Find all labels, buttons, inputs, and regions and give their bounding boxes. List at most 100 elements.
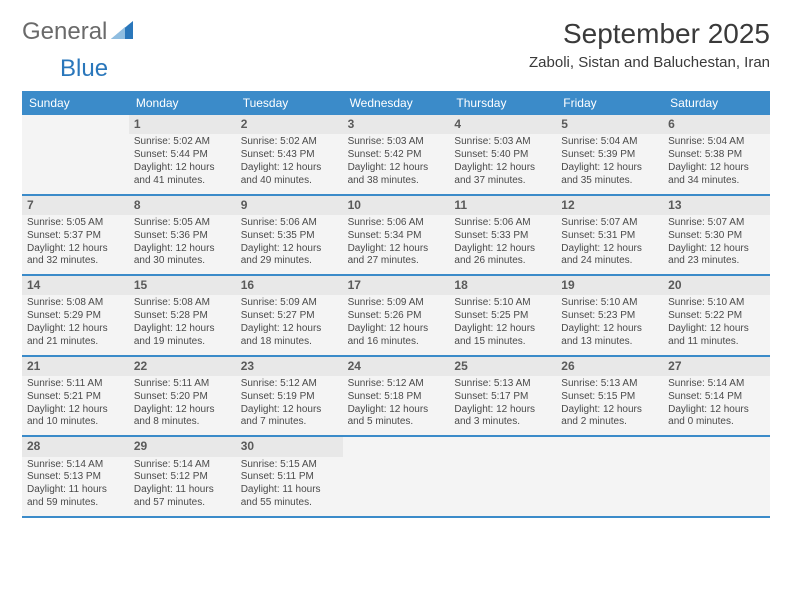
daylight-line: Daylight: 12 hours and 38 minutes. [348,162,445,188]
week-row: 7Sunrise: 5:05 AMSunset: 5:37 PMDaylight… [22,196,770,277]
sunset-line: Sunset: 5:28 PM [134,310,231,323]
day-number: 5 [556,115,663,134]
day-number: 30 [236,437,343,456]
calendar: Sunday Monday Tuesday Wednesday Thursday… [22,91,770,518]
sunrise-line: Sunrise: 5:09 AM [241,297,338,310]
day-number: 2 [236,115,343,134]
page-title: September 2025 [529,18,770,50]
day-cell: 18 Sunrise: 5:10 AMSunset: 5:25 PMDayligh… [449,276,556,355]
sunset-line: Sunset: 5:40 PM [454,149,551,162]
sunrise-line: Sunrise: 5:06 AM [454,217,551,230]
day-cell: 22Sunrise: 5:11 AMSunset: 5:20 PMDayligh… [129,357,236,436]
daylight-line: Daylight: 12 hours and 2 minutes. [561,404,658,430]
sunset-line: Sunset: 5:15 PM [561,391,658,404]
day-cell: 10Sunrise: 5:06 AMSunset: 5:34 PMDayligh… [343,196,450,275]
day-cell: 26 Sunrise: 5:13 AMSunset: 5:15 PMDayligh… [556,357,663,436]
sunrise-line: Sunrise: 5:06 AM [241,217,338,230]
day-number: 8 [129,196,236,215]
day-number: 11 [449,196,556,215]
sunrise-line: Sunrise: 5:14 AM [134,459,231,472]
daylight-line: Daylight: 12 hours and 11 minutes. [668,323,765,349]
day-number: 20 [663,276,770,295]
day-cell [556,437,663,516]
sunrise-line: Sunrise: 5:07 AM [561,217,658,230]
day-number: 7 [22,196,129,215]
sunrise-line: Sunrise: 5:10 AM [561,297,658,310]
day-cell: 27Sunrise: 5:14 AMSunset: 5:14 PMDayligh… [663,357,770,436]
sunrise-line: Sunrise: 5:12 AM [348,378,445,391]
day-number: 9 [236,196,343,215]
sunrise-line: Sunrise: 5:10 AM [454,297,551,310]
day-cell: 19Sunrise: 5:10 AMSunset: 5:23 PMDayligh… [556,276,663,355]
sunset-line: Sunset: 5:33 PM [454,230,551,243]
sunset-line: Sunset: 5:34 PM [348,230,445,243]
day-cell [22,115,129,194]
week-row: 21Sunrise: 5:11 AMSunset: 5:21 PMDayligh… [22,357,770,438]
daylight-line: Daylight: 12 hours and 24 minutes. [561,243,658,269]
sunset-line: Sunset: 5:11 PM [241,471,338,484]
sunrise-line: Sunrise: 5:07 AM [668,217,765,230]
sunset-line: Sunset: 5:22 PM [668,310,765,323]
sunset-line: Sunset: 5:25 PM [454,310,551,323]
day-cell: 16Sunrise: 5:09 AMSunset: 5:27 PMDayligh… [236,276,343,355]
day-cell: 15Sunrise: 5:08 AMSunset: 5:28 PMDayligh… [129,276,236,355]
sunrise-line: Sunrise: 5:13 AM [561,378,658,391]
day-number: 17 [343,276,450,295]
sunrise-line: Sunrise: 5:03 AM [348,136,445,149]
daylight-line: Daylight: 12 hours and 15 minutes. [454,323,551,349]
day-cell: 8Sunrise: 5:05 AMSunset: 5:36 PMDaylight… [129,196,236,275]
daylight-line: Daylight: 12 hours and 30 minutes. [134,243,231,269]
sunrise-line: Sunrise: 5:10 AM [668,297,765,310]
day-cell: 17Sunrise: 5:09 AMSunset: 5:26 PMDayligh… [343,276,450,355]
day-number: 19 [556,276,663,295]
daylight-line: Daylight: 12 hours and 32 minutes. [27,243,124,269]
day-cell: 14Sunrise: 5:08 AMSunset: 5:29 PMDayligh… [22,276,129,355]
sunset-line: Sunset: 5:23 PM [561,310,658,323]
day-number: 12 [556,196,663,215]
sunset-line: Sunset: 5:31 PM [561,230,658,243]
day-cell: 12 Sunrise: 5:07 AMSunset: 5:31 PMDayligh… [556,196,663,275]
daylight-line: Daylight: 12 hours and 23 minutes. [668,243,765,269]
day-number: 16 [236,276,343,295]
day-cell: 7Sunrise: 5:05 AMSunset: 5:37 PMDaylight… [22,196,129,275]
day-number: 29 [129,437,236,456]
day-cell: 5Sunrise: 5:04 AMSunset: 5:39 PMDaylight… [556,115,663,194]
sunrise-line: Sunrise: 5:02 AM [134,136,231,149]
day-number: 15 [129,276,236,295]
day-cell: 1Sunrise: 5:02 AMSunset: 5:44 PMDaylight… [129,115,236,194]
day-number: 6 [663,115,770,134]
sunset-line: Sunset: 5:20 PM [134,391,231,404]
sunset-line: Sunset: 5:35 PM [241,230,338,243]
sunrise-line: Sunrise: 5:04 AM [561,136,658,149]
day-cell: 20 Sunrise: 5:10 AMSunset: 5:22 PMDayligh… [663,276,770,355]
weekday-header: Monday [129,91,236,115]
day-number: 1 [129,115,236,134]
day-number: 26 [556,357,663,376]
weekday-header: Saturday [663,91,770,115]
day-number: 3 [343,115,450,134]
sunset-line: Sunset: 5:44 PM [134,149,231,162]
day-number: 27 [663,357,770,376]
day-cell: 4Sunrise: 5:03 AMSunset: 5:40 PMDaylight… [449,115,556,194]
weekday-header: Friday [556,91,663,115]
day-cell: 25Sunrise: 5:13 AMSunset: 5:17 PMDayligh… [449,357,556,436]
day-cell [343,437,450,516]
daylight-line: Daylight: 12 hours and 40 minutes. [241,162,338,188]
daylight-line: Daylight: 12 hours and 19 minutes. [134,323,231,349]
logo-text-2: Blue [60,55,792,83]
week-row: 1Sunrise: 5:02 AMSunset: 5:44 PMDaylight… [22,115,770,196]
day-cell: 21Sunrise: 5:11 AMSunset: 5:21 PMDayligh… [22,357,129,436]
daylight-line: Daylight: 12 hours and 26 minutes. [454,243,551,269]
day-number: 14 [22,276,129,295]
daylight-line: Daylight: 12 hours and 35 minutes. [561,162,658,188]
daylight-line: Daylight: 12 hours and 0 minutes. [668,404,765,430]
daylight-line: Daylight: 12 hours and 34 minutes. [668,162,765,188]
day-number: 18 [449,276,556,295]
sunset-line: Sunset: 5:26 PM [348,310,445,323]
sunset-line: Sunset: 5:37 PM [27,230,124,243]
sunset-line: Sunset: 5:36 PM [134,230,231,243]
week-row: 28Sunrise: 5:14 AMSunset: 5:13 PMDayligh… [22,437,770,518]
sunrise-line: Sunrise: 5:02 AM [241,136,338,149]
logo-text-1: General [22,18,107,46]
sunset-line: Sunset: 5:43 PM [241,149,338,162]
